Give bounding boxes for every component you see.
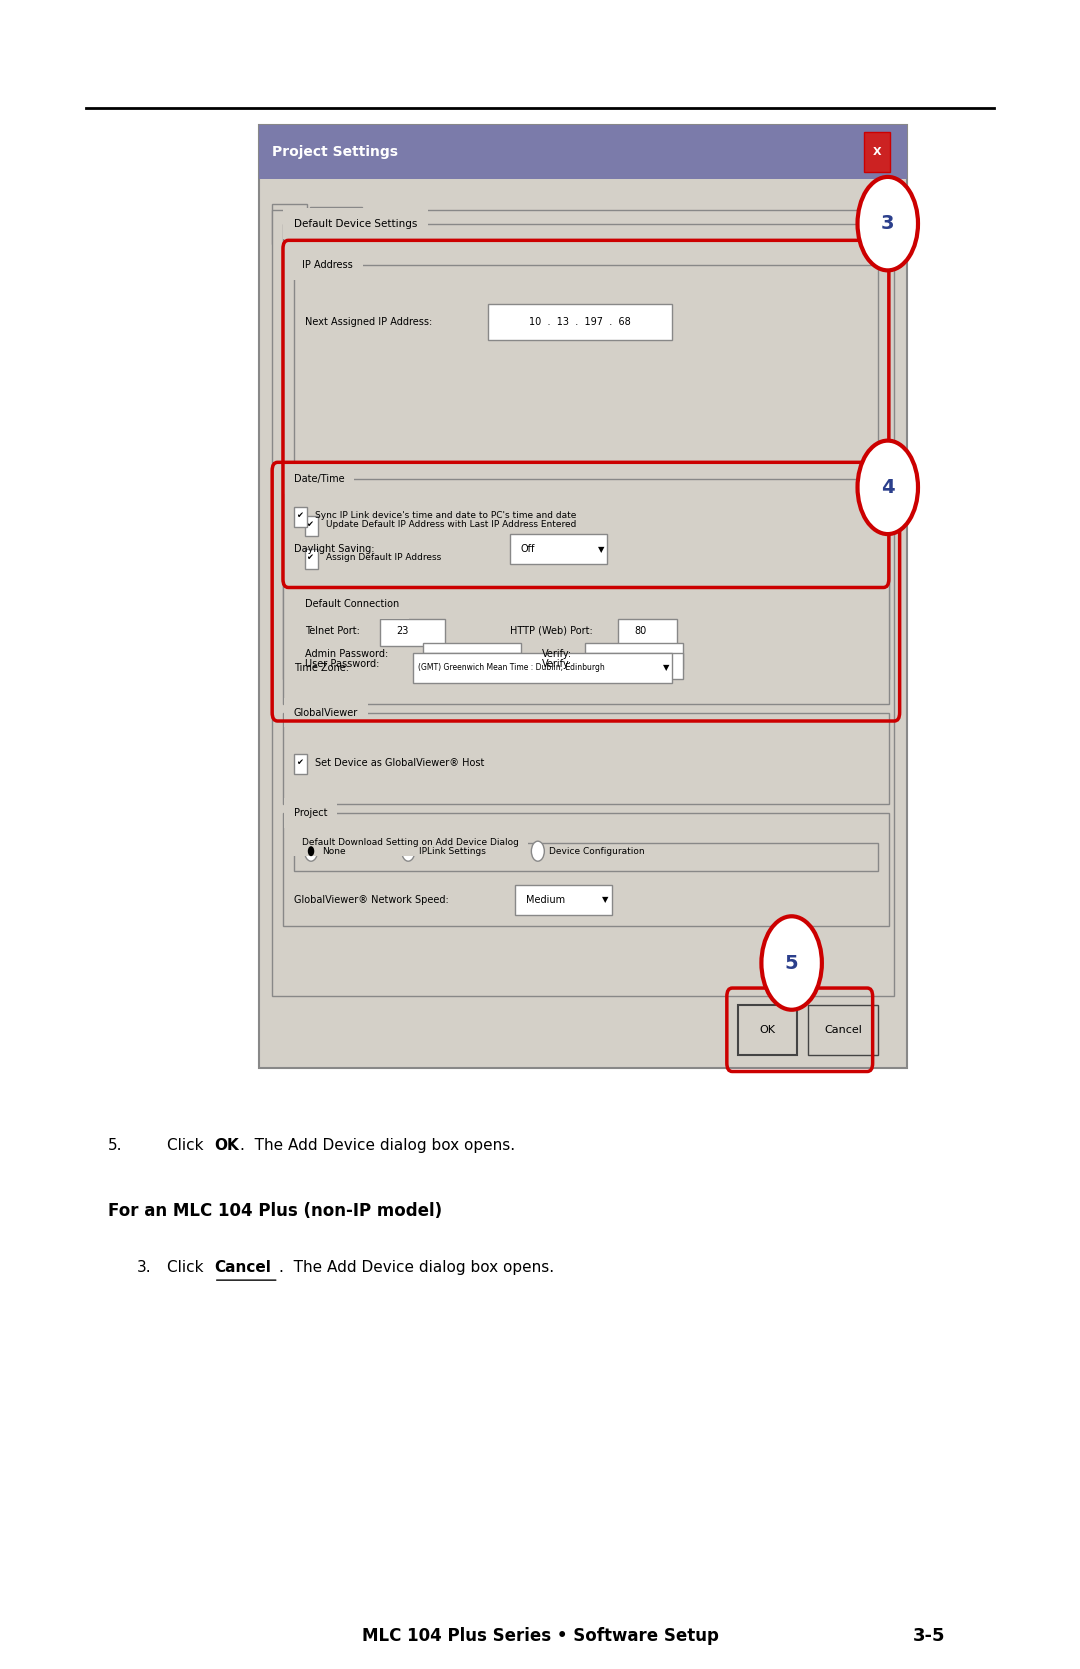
Text: .  The Add Device dialog box opens.: . The Add Device dialog box opens.	[279, 1260, 554, 1275]
Text: Project Settings: Project Settings	[272, 145, 399, 159]
FancyBboxPatch shape	[380, 619, 445, 646]
Circle shape	[305, 841, 318, 861]
Text: Telnet Port:: Telnet Port:	[305, 626, 360, 636]
Circle shape	[761, 916, 822, 1010]
Text: 4: 4	[881, 477, 894, 497]
Text: Cancel: Cancel	[214, 1260, 271, 1275]
Text: 3.: 3.	[137, 1260, 152, 1275]
Text: Default Download Setting on Add Device Dialog: Default Download Setting on Add Device D…	[302, 838, 519, 848]
Text: ▼: ▼	[598, 544, 605, 554]
FancyBboxPatch shape	[283, 713, 889, 804]
Text: OK: OK	[759, 1025, 775, 1035]
Text: Click: Click	[167, 1260, 208, 1275]
FancyBboxPatch shape	[294, 754, 307, 774]
Text: ✔: ✔	[296, 511, 302, 521]
Text: Sync IP Link device's time and date to PC's time and date: Sync IP Link device's time and date to P…	[315, 511, 577, 521]
FancyBboxPatch shape	[283, 479, 889, 704]
FancyBboxPatch shape	[272, 204, 307, 244]
Text: (GMT) Greenwich Mean Time : Dublin, Edinburgh: (GMT) Greenwich Mean Time : Dublin, Edin…	[418, 663, 605, 673]
Text: Skins: Skins	[321, 220, 351, 230]
Text: Date/Time: Date/Time	[294, 474, 345, 484]
Circle shape	[308, 846, 314, 856]
Circle shape	[531, 841, 544, 861]
Text: Default Device Settings: Default Device Settings	[294, 219, 417, 229]
FancyBboxPatch shape	[294, 843, 878, 871]
Text: ✔: ✔	[307, 552, 313, 562]
Text: ▼: ▼	[663, 663, 670, 673]
FancyBboxPatch shape	[864, 132, 890, 172]
Text: IP Address: IP Address	[302, 260, 353, 270]
FancyBboxPatch shape	[294, 265, 878, 587]
Text: Update Default IP Address with Last IP Address Entered: Update Default IP Address with Last IP A…	[326, 519, 577, 529]
Text: 10  .  13  .  197  .  68: 10 . 13 . 197 . 68	[529, 317, 631, 327]
Text: ✔: ✔	[307, 519, 313, 529]
FancyBboxPatch shape	[808, 1005, 878, 1055]
FancyBboxPatch shape	[515, 885, 612, 915]
Text: 23: 23	[396, 626, 408, 636]
FancyBboxPatch shape	[585, 643, 683, 669]
FancyBboxPatch shape	[294, 507, 307, 527]
Text: 3: 3	[881, 214, 894, 234]
FancyBboxPatch shape	[618, 619, 677, 646]
FancyBboxPatch shape	[283, 224, 889, 679]
Text: .  The Add Device dialog box opens.: . The Add Device dialog box opens.	[240, 1138, 515, 1153]
Text: ✔: ✔	[296, 758, 302, 768]
Text: Time Zone:: Time Zone:	[294, 663, 349, 673]
Text: 5: 5	[785, 953, 798, 973]
Text: OK: OK	[214, 1138, 239, 1153]
Text: Cancel: Cancel	[824, 1025, 862, 1035]
Text: User Password:: User Password:	[305, 659, 379, 669]
FancyBboxPatch shape	[259, 125, 907, 179]
Text: Verify:: Verify:	[542, 659, 572, 669]
Text: Click: Click	[167, 1138, 208, 1153]
FancyBboxPatch shape	[259, 125, 907, 1068]
FancyBboxPatch shape	[510, 534, 607, 564]
FancyBboxPatch shape	[423, 653, 521, 679]
FancyBboxPatch shape	[413, 653, 672, 683]
FancyBboxPatch shape	[272, 210, 894, 996]
Circle shape	[402, 841, 415, 861]
Text: Medium: Medium	[526, 895, 565, 905]
Text: GlobalViewer® Network Speed:: GlobalViewer® Network Speed:	[294, 895, 448, 905]
Text: Assign Default IP Address: Assign Default IP Address	[326, 552, 442, 562]
Text: 80: 80	[634, 626, 646, 636]
Text: Default Connection: Default Connection	[305, 599, 399, 609]
FancyBboxPatch shape	[283, 813, 889, 926]
Text: None: None	[322, 846, 346, 856]
FancyBboxPatch shape	[294, 604, 878, 678]
FancyBboxPatch shape	[738, 1005, 797, 1055]
Text: Admin Password:: Admin Password:	[305, 649, 388, 659]
Text: IP: IP	[284, 219, 295, 229]
FancyBboxPatch shape	[310, 207, 362, 244]
FancyBboxPatch shape	[423, 643, 521, 669]
Text: Off: Off	[521, 544, 535, 554]
Text: Next Assigned IP Address:: Next Assigned IP Address:	[305, 317, 432, 327]
Text: MLC 104 Plus Series • Software Setup: MLC 104 Plus Series • Software Setup	[362, 1627, 718, 1644]
Text: ▼: ▼	[602, 895, 608, 905]
Text: Set Device as GlobalViewer® Host: Set Device as GlobalViewer® Host	[315, 758, 485, 768]
Text: HTTP (Web) Port:: HTTP (Web) Port:	[510, 626, 593, 636]
Circle shape	[858, 441, 918, 534]
Circle shape	[858, 177, 918, 270]
Text: IPLink Settings: IPLink Settings	[419, 846, 486, 856]
Text: GlobalViewer: GlobalViewer	[294, 708, 357, 718]
FancyBboxPatch shape	[585, 653, 683, 679]
FancyBboxPatch shape	[305, 516, 318, 536]
Text: 5.: 5.	[108, 1138, 122, 1153]
Text: Daylight Saving:: Daylight Saving:	[294, 544, 375, 554]
Text: Project: Project	[294, 808, 327, 818]
FancyBboxPatch shape	[305, 549, 318, 569]
Text: For an MLC 104 Plus (non-IP model): For an MLC 104 Plus (non-IP model)	[108, 1202, 442, 1220]
Text: 3-5: 3-5	[913, 1627, 945, 1644]
Text: Verify:: Verify:	[542, 649, 572, 659]
Text: X: X	[873, 147, 881, 157]
Text: Device Configuration: Device Configuration	[549, 846, 645, 856]
FancyBboxPatch shape	[488, 304, 672, 340]
